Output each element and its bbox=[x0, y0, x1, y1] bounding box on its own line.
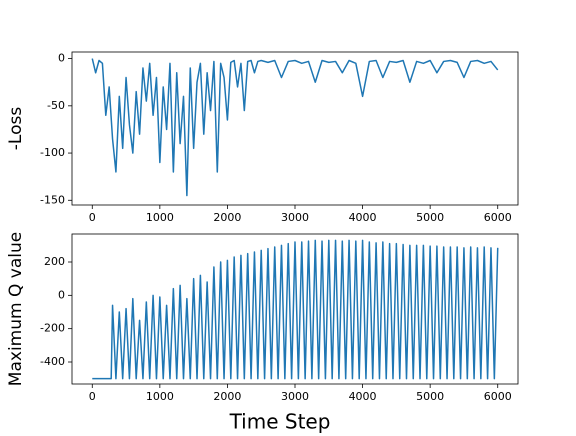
x-tick-label: 2000 bbox=[213, 211, 241, 224]
x-tick-label: 2000 bbox=[213, 390, 241, 403]
y-tick-label: -100 bbox=[40, 146, 65, 159]
data-line bbox=[91, 58, 499, 197]
x-tick-label: 3000 bbox=[281, 390, 309, 403]
y-axis-label: Maximum Q value bbox=[6, 232, 26, 386]
x-tick-label: 4000 bbox=[349, 211, 377, 224]
axes-frame bbox=[71, 233, 519, 385]
x-tick-label: 5000 bbox=[416, 390, 444, 403]
y-tick-label: 0 bbox=[58, 52, 65, 65]
x-tick-label: 0 bbox=[89, 390, 96, 403]
y-tick-label: 0 bbox=[58, 288, 65, 301]
y-axis-label: -Loss bbox=[6, 107, 26, 151]
x-tick-label: 3000 bbox=[281, 211, 309, 224]
y-tick-label: 200 bbox=[44, 255, 65, 268]
x-tick-label: 6000 bbox=[484, 211, 512, 224]
data-line bbox=[92, 239, 499, 380]
y-tick-label: -50 bbox=[47, 99, 65, 112]
x-tick-label: 1000 bbox=[146, 390, 174, 403]
x-tick-label: 5000 bbox=[416, 211, 444, 224]
x-tick-label: 6000 bbox=[484, 390, 512, 403]
x-tick-label: 1000 bbox=[146, 211, 174, 224]
x-tick-label: 0 bbox=[89, 211, 96, 224]
y-tick-label: -150 bbox=[40, 193, 65, 206]
x-axis-label: Time Step bbox=[229, 410, 331, 434]
y-tick-label: -200 bbox=[40, 322, 65, 335]
axes-frame bbox=[71, 51, 519, 206]
x-tick-label: 4000 bbox=[349, 390, 377, 403]
y-tick-label: -400 bbox=[40, 355, 65, 368]
